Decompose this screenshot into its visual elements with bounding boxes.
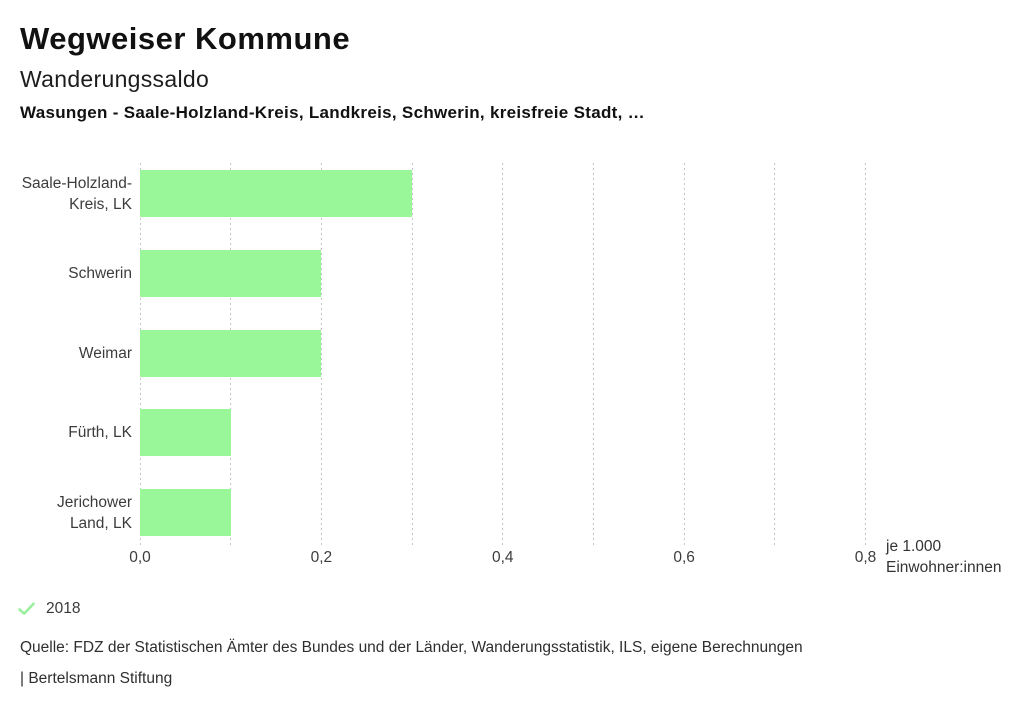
gridline — [865, 163, 866, 545]
bar[interactable] — [140, 489, 231, 537]
gridline — [683, 163, 685, 545]
legend: 2018 — [18, 600, 80, 618]
category-label: Fürth, LK — [68, 424, 132, 442]
chart-title: Wanderungssaldo — [20, 66, 210, 92]
legend-item-2018[interactable]: 2018 — [18, 600, 80, 618]
category-label: Weimar — [78, 344, 132, 362]
category-label: Schwerin — [68, 264, 132, 282]
bar[interactable] — [140, 170, 413, 217]
bar[interactable] — [140, 249, 322, 297]
axis-unit-label: je 1.000 — [886, 538, 942, 555]
branding-note: | Bertelsmann Stiftung — [20, 670, 173, 687]
x-tick-label: 0,2 — [310, 549, 333, 566]
gridline — [502, 163, 504, 545]
x-tick-label: 0,4 — [491, 549, 514, 566]
gridline — [411, 163, 413, 545]
bar[interactable] — [140, 409, 231, 457]
x-tick-label: 0,8 — [854, 549, 877, 566]
source-note: Quelle: FDZ der Statistischen Ämter des … — [20, 639, 803, 656]
app-title: Wegweiser Kommune — [20, 21, 351, 56]
chart-subtitle: Wasungen - Saale-Holzland-Kreis, Landkre… — [20, 103, 645, 122]
axis-unit-label: Einwohner:innen — [886, 559, 1002, 576]
legend-year-label: 2018 — [46, 600, 81, 617]
gridline — [320, 163, 322, 545]
gridline — [774, 163, 776, 545]
gridline — [592, 163, 594, 545]
category-label: Saale-Holzland- Kreis, LK — [21, 174, 132, 213]
category-label: Jerichower Land, LK — [57, 493, 132, 532]
x-tick-label: 0,0 — [129, 549, 151, 566]
bar[interactable] — [140, 329, 322, 377]
checkmark-icon — [18, 602, 35, 615]
x-tick-label: 0,6 — [673, 549, 695, 566]
